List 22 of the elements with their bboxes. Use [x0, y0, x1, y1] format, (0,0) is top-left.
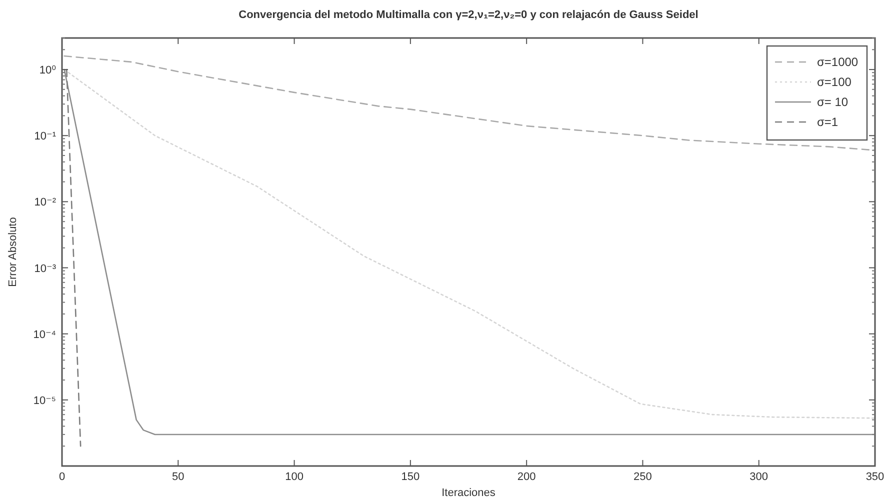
y-tick-label: 10⁻¹ [34, 130, 56, 143]
x-tick-label: 50 [172, 471, 184, 483]
x-tick-label: 150 [401, 471, 420, 483]
y-axis-title: Error Absoluto [7, 217, 19, 287]
y-tick-label: 10⁻² [34, 196, 56, 209]
x-tick-label: 200 [517, 471, 536, 483]
legend-label: σ= 10 [817, 95, 848, 109]
x-tick-label: 300 [750, 471, 768, 483]
y-tick-label: 10⁰ [39, 64, 57, 77]
x-tick-label: 0 [58, 471, 66, 483]
x-tick-label: 250 [634, 471, 652, 483]
x-axis-title: Iteraciones [442, 487, 496, 499]
legend-label: σ=1 [817, 115, 838, 129]
legend-label: σ=100 [817, 75, 852, 89]
y-tick-label: 10⁻⁴ [33, 328, 56, 341]
line-series [64, 55, 876, 151]
chart-title: Convergencia del metodo Multimalla con γ=2,ν₁=2,ν₂=0 y con relajacón de Gauss Seidel [238, 9, 698, 21]
y-tick-label: 10⁻³ [34, 262, 56, 275]
legend-label: σ=1000 [817, 55, 858, 69]
x-tick-label: 100 [285, 471, 304, 483]
x-tick-label: 350 [866, 471, 884, 483]
y-tick-label: 10⁻⁵ [33, 394, 56, 407]
